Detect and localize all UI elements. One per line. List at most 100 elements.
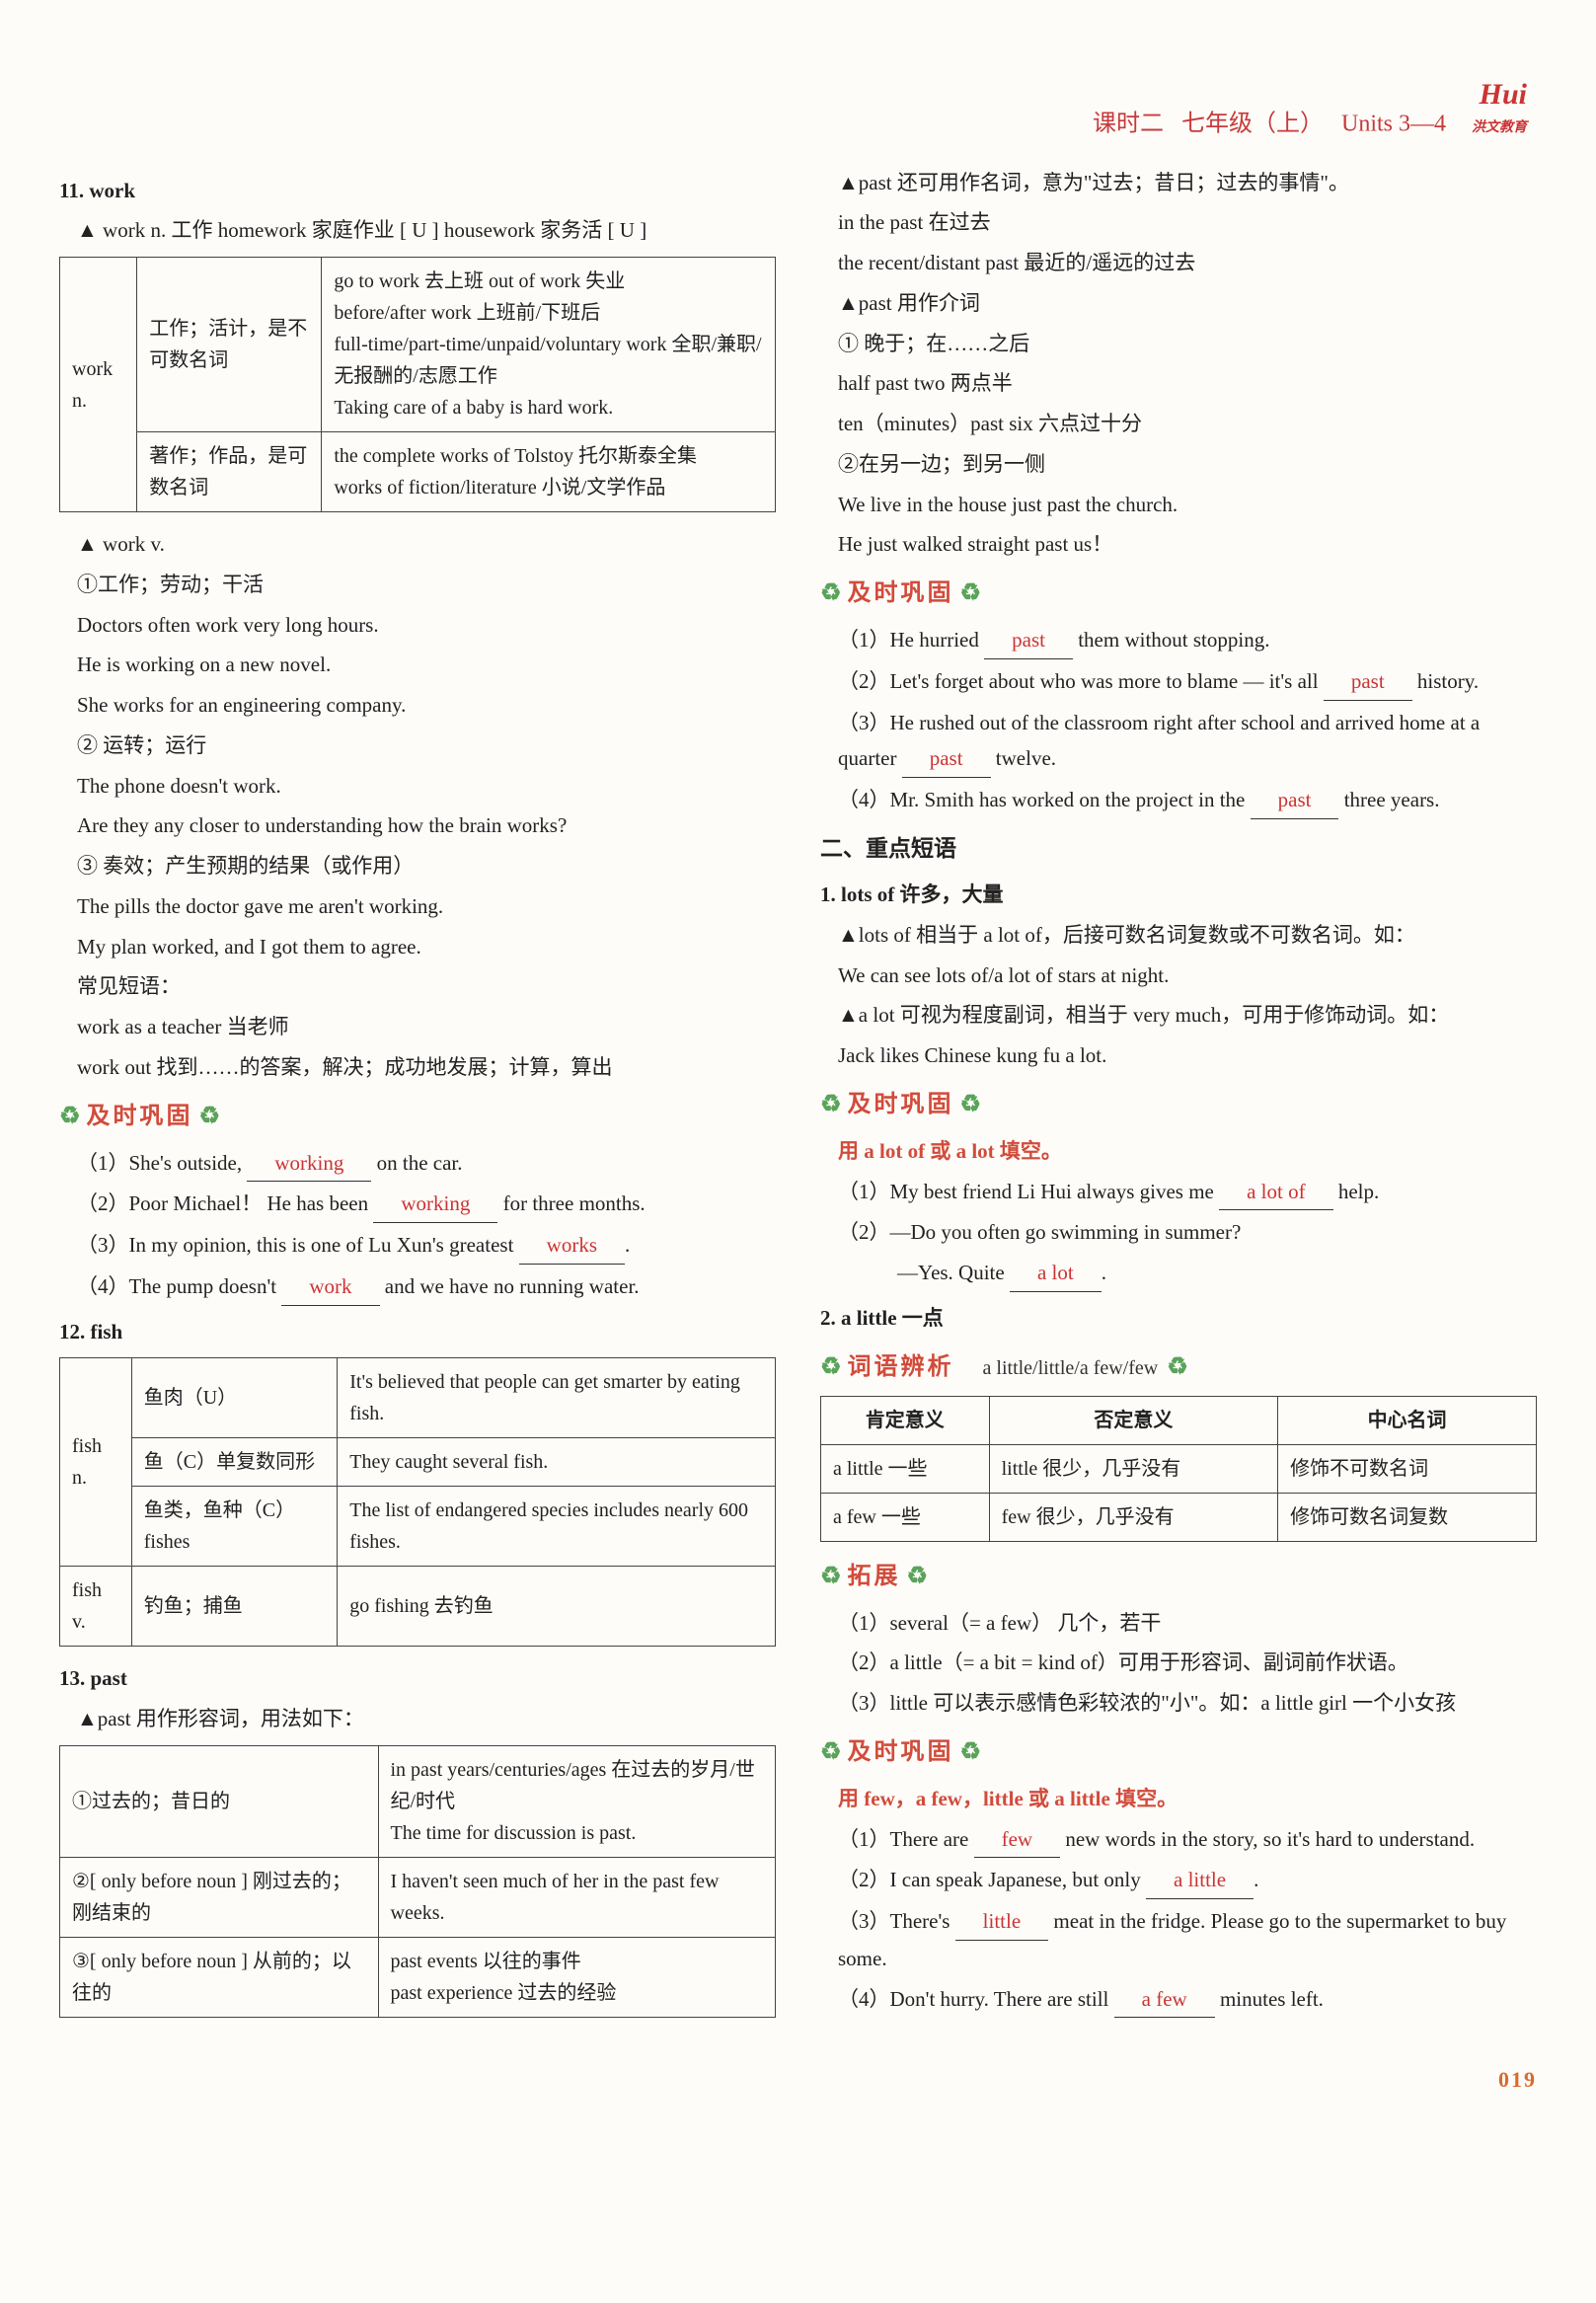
logo: Hui 洪文教育: [1472, 69, 1527, 135]
fish-v-eg: go fishing 去钓鱼: [338, 1567, 776, 1647]
consolidate-1: 及时巩固: [59, 1096, 776, 1137]
left-column: 11. work ▲ work n. 工作 homework 家庭作业 [ U …: [59, 165, 776, 2032]
ans-few-4: a few: [1114, 1981, 1215, 2019]
past-s2: ②[ only before noun ] 刚过去的；刚结束的: [60, 1857, 379, 1937]
work-n-sense1: 工作；活计，是不可数名词: [137, 258, 322, 432]
q-few-2: （2）I can speak Japanese, but only a litt…: [838, 1862, 1537, 1899]
q11-2: （2）Poor Michael！ He has been working for…: [77, 1186, 776, 1223]
past-prep-a: ① 晚于；在……之后: [838, 326, 1537, 362]
r1c1: a little 一些: [821, 1444, 990, 1493]
q-past-1: （1）He hurried past them without stopping…: [838, 622, 1537, 659]
alittle-h: 2. a little 一点: [820, 1300, 1537, 1337]
work-v-s1c: She works for an engineering company.: [77, 687, 776, 724]
q-few-1: （1）There are few new words in the story,…: [838, 1821, 1537, 1859]
ext-3: （3）little 可以表示感情色彩较浓的"小"。如：a little girl…: [838, 1685, 1537, 1722]
work-v-s2: ② 运转；运行: [77, 728, 776, 764]
r2c1: a few 一些: [821, 1493, 990, 1541]
q11-4: （4）The pump doesn't work and we have no …: [77, 1268, 776, 1306]
r2c2: few 很少，几乎没有: [989, 1493, 1278, 1541]
work-v-s1a: Doctors often work very long hours.: [77, 607, 776, 644]
page-number: 019: [59, 2061, 1537, 2100]
common-phrases: 常见短语：: [77, 968, 776, 1005]
ans-past-4: past: [1251, 782, 1339, 819]
ans-11-4: work: [281, 1268, 379, 1306]
little-few-table: 肯定意义 否定意义 中心名词 a little 一些 little 很少，几乎没…: [820, 1396, 1537, 1542]
ans-past-2: past: [1324, 663, 1412, 701]
lotsof-l1a: We can see lots of/a lot of stars at nig…: [838, 958, 1537, 994]
past-noun-b: the recent/distant past 最近的/遥远的过去: [838, 245, 1537, 281]
extension: 拓展: [820, 1556, 1537, 1597]
work-n-sense2: 著作；作品，是可数名词: [137, 432, 322, 512]
q-few-4: （4）Don't hurry. There are still a few mi…: [838, 1981, 1537, 2019]
work-n-eg2: the complete works of Tolstoy 托尔斯泰全集 wor…: [322, 432, 776, 512]
fish-n-cell: fish n.: [60, 1358, 132, 1567]
fish-v-cell: fish v.: [60, 1567, 132, 1647]
th-neg: 否定意义: [989, 1396, 1278, 1444]
ans-few-2: a little: [1146, 1862, 1254, 1899]
past-prep-e: We live in the house just past the churc…: [838, 487, 1537, 523]
fish-s2: 鱼（C）单复数同形: [131, 1438, 338, 1487]
ans-11-2: working: [373, 1186, 497, 1223]
lotsof-h: 1. lots of 许多，大量: [820, 877, 1537, 913]
ans-11-3: works: [519, 1227, 625, 1265]
fish-table: fish n. 鱼肉（U） It's believed that people …: [59, 1357, 776, 1647]
ans-11-1: working: [247, 1145, 371, 1183]
past-noun-a: in the past 在过去: [838, 204, 1537, 241]
ans-past-1: past: [984, 622, 1073, 659]
header-units: Units 3—4: [1341, 112, 1446, 137]
sec-11-title: 11. work: [59, 173, 776, 209]
q-few-3: （3）There's little meat in the fridge. Pl…: [838, 1903, 1537, 1977]
work-noun-intro: ▲ work n. 工作 homework 家庭作业 [ U ] housewo…: [77, 212, 776, 249]
word-analysis-sub: a little/little/a few/few: [983, 1357, 1159, 1379]
sec-13-title: 13. past: [59, 1660, 776, 1697]
ans-lot-2: a lot: [1010, 1255, 1102, 1292]
phrase1: work as a teacher 当老师: [77, 1009, 776, 1045]
fish-s3: 鱼类，鱼种（C）fishes: [131, 1487, 338, 1567]
work-noun-table: work n. 工作；活计，是不可数名词 go to work 去上班 out …: [59, 257, 776, 512]
lotsof-l2a: Jack likes Chinese kung fu a lot.: [838, 1037, 1537, 1074]
q11-3: （3）In my opinion, this is one of Lu Xun'…: [77, 1227, 776, 1265]
work-v-s3b: My plan worked, and I got them to agree.: [77, 929, 776, 965]
lotsof-l1: ▲lots of 相当于 a lot of，后接可数名词复数或不可数名词。如：: [838, 917, 1537, 954]
q-past-4: （4）Mr. Smith has worked on the project i…: [838, 782, 1537, 819]
work-v-s2b: Are they any closer to understanding how…: [77, 807, 776, 844]
past-prep-f: He just walked straight past us！: [838, 526, 1537, 563]
work-v-s2a: The phone doesn't work.: [77, 768, 776, 805]
past-eg3: past events 以往的事件 past experience 过去的经验: [378, 1937, 776, 2017]
q-lot-1: （1）My best friend Li Hui always gives me…: [838, 1174, 1537, 1211]
few-inst: 用 few，a few，little 或 a little 填空。: [838, 1781, 1537, 1817]
ans-few-3: little: [955, 1903, 1049, 1941]
lotsof-l2: ▲a lot 可视为程度副词，相当于 very much，可用于修饰动词。如：: [838, 997, 1537, 1034]
fish-eg3: The list of endangered species includes …: [338, 1487, 776, 1567]
work-n-cell: work n.: [60, 258, 137, 512]
ans-few-1: few: [974, 1821, 1060, 1859]
fish-eg1: It's believed that people can get smarte…: [338, 1358, 776, 1438]
ext-1: （1）several（= a few） 几个，若干: [838, 1605, 1537, 1642]
ext-2: （2）a little（= a bit = kind of）可用于形容词、副词前…: [838, 1645, 1537, 1681]
fish-eg2: They caught several fish.: [338, 1438, 776, 1487]
ans-lot-1: a lot of: [1219, 1174, 1332, 1211]
past-prep-c: ten（minutes）past six 六点过十分: [838, 406, 1537, 442]
work-verb-intro: ▲ work v.: [77, 526, 776, 563]
work-v-s3: ③ 奏效；产生预期的结果（或作用）: [77, 848, 776, 884]
work-v-s3a: The pills the doctor gave me aren't work…: [77, 888, 776, 925]
th-noun: 中心名词: [1278, 1396, 1537, 1444]
page-header: 课时二 七年级（上） Units 3—4 Hui 洪文教育: [59, 69, 1537, 145]
header-lesson: 课时二: [1093, 112, 1164, 137]
past-prep-d: ②在另一边；到另一侧: [838, 446, 1537, 483]
lotsof-inst: 用 a lot of 或 a lot 填空。: [838, 1133, 1537, 1170]
fish-s1: 鱼肉（U）: [131, 1358, 338, 1438]
r2c3: 修饰可数名词复数: [1278, 1493, 1537, 1541]
header-grade: 七年级（上）: [1181, 112, 1324, 137]
q-lot-2a: （2）—Do you often go swimming in summer?: [838, 1214, 1537, 1251]
consolidate-4: 及时巩固: [820, 1731, 1537, 1773]
past-s3: ③[ only before noun ] 从前的；以往的: [60, 1937, 379, 2017]
work-v-s1: ①工作；劳动；干活: [77, 567, 776, 603]
word-analysis: 词语辨析 a little/little/a few/few: [820, 1346, 1537, 1388]
consolidate-2: 及时巩固: [820, 573, 1537, 614]
phrase2: work out 找到……的答案，解决；成功地发展；计算，算出: [77, 1049, 776, 1086]
right-column: ▲past 还可用作名词，意为"过去；昔日；过去的事情"。 in the pas…: [820, 165, 1537, 2032]
r1c3: 修饰不可数名词: [1278, 1444, 1537, 1493]
past-s1: ①过去的；昔日的: [60, 1745, 379, 1857]
past-prep-b: half past two 两点半: [838, 365, 1537, 402]
